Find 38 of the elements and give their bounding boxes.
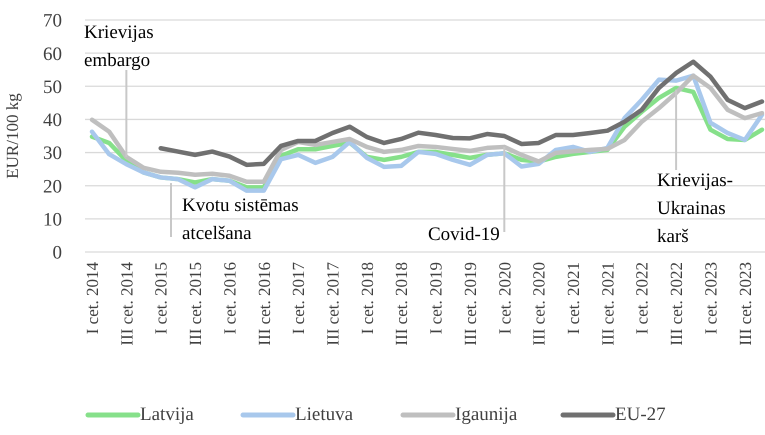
x-tick-label: I cet. 2021	[564, 262, 584, 334]
y-tick-label: 0	[52, 242, 62, 264]
y-tick-label: 20	[43, 176, 62, 198]
x-tick-label: III cet. 2020	[530, 262, 549, 346]
x-tick-label: III cet. 2022	[667, 262, 686, 346]
x-tick-label: I cet. 2018	[358, 262, 377, 334]
x-tick-label: I cet. 2016	[220, 262, 240, 334]
legend-label: Latvija	[140, 404, 194, 425]
annotation: Krievijas embargo	[84, 22, 154, 71]
legend-label: Igaunija	[455, 404, 518, 425]
x-tick-label: I cet. 2014	[83, 262, 102, 334]
legend-label: EU-27	[615, 404, 666, 425]
line-series	[158, 60, 764, 168]
x-tick-label: III cet. 2017	[324, 262, 343, 346]
x-tick-label: I cet. 2023	[701, 262, 720, 334]
x-tick-label: III cet. 2023	[736, 262, 755, 346]
y-tick-label: 10	[43, 210, 62, 231]
x-tick-label: I cet. 2022	[632, 262, 652, 334]
annotation: Krievijas- Ukrainas karš	[657, 170, 733, 247]
y-tick-label: 40	[43, 110, 62, 132]
legend-label: Lietuva	[295, 404, 354, 425]
y-tick-label: 50	[43, 76, 62, 98]
y-tick-label: 60	[43, 44, 62, 65]
x-tick-label: III cet. 2014	[117, 262, 136, 346]
annotation: Kvotu sistēmas atcelšana	[182, 195, 299, 244]
x-tick-label: III cet. 2015	[186, 262, 206, 346]
x-tick-label: I cet. 2017	[289, 262, 308, 334]
x-tick-label: III cet. 2018	[392, 262, 412, 346]
y-axis-title: EUR/100 kg	[3, 92, 22, 179]
x-tick-label: III cet. 2016	[254, 262, 274, 346]
x-tick-label: I cet. 2015	[152, 262, 171, 334]
y-tick-label: 70	[43, 10, 62, 32]
x-tick-label: III cet. 2019	[460, 262, 480, 346]
x-tick-label: I cet. 2020	[495, 262, 514, 334]
y-tick-label: 30	[43, 143, 62, 164]
x-tick-label: I cet. 2019	[426, 262, 446, 334]
annotation: Covid-19	[428, 224, 500, 245]
x-tick-label: III cet. 2021	[598, 262, 618, 346]
